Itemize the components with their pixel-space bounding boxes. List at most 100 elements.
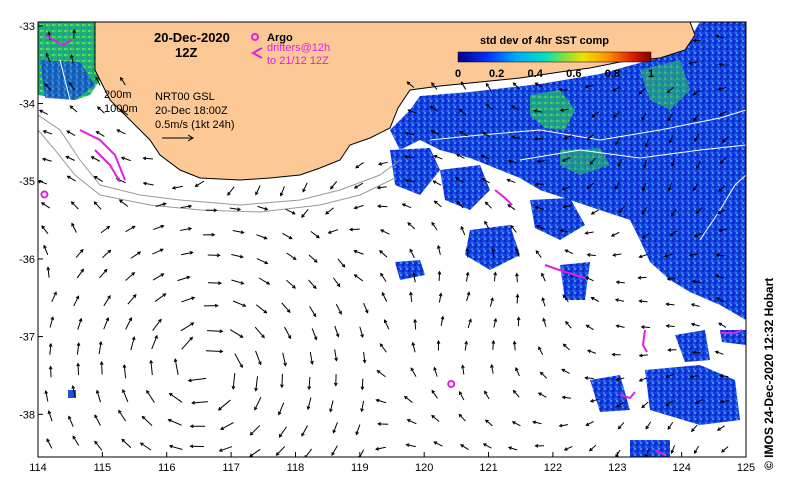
current-arrow-head [68,81,73,86]
isobath-label-1000m: 1000m [104,103,138,115]
drifter-7 [720,329,743,334]
current-arrow [512,136,521,140]
current-arrow [585,231,594,234]
current-arrow [467,319,472,329]
current-arrow [337,258,346,268]
current-arrow-head [40,202,45,206]
current-arrow-head [310,360,314,365]
current-arrow [437,245,441,255]
current-arrow-head [266,281,271,285]
current-arrow [334,349,337,361]
current-arrow-head [688,61,693,65]
current-arrow-head [187,378,192,383]
current-arrow [717,425,725,431]
current-arrow [76,343,80,355]
current-arrow [46,53,51,62]
current-arrow-head [360,408,364,413]
scale-arrow-head [187,134,194,142]
current-arrow-head [301,214,305,218]
current-arrow [77,318,82,330]
sst-patch-4 [465,225,520,270]
current-arrow [591,111,600,118]
sst-patch-7 [675,330,710,362]
current-arrow-head [586,185,591,190]
sst-patch-5 [395,260,425,280]
current-arrow [361,400,365,412]
current-arrow-head [691,279,696,284]
current-arrow-head [612,253,617,257]
current-arrow-head [94,440,98,445]
y-tick-label: -33 [19,21,35,33]
current-arrow-head [407,222,412,226]
current-arrow-head [668,139,673,144]
current-arrow-head [721,139,726,143]
current-arrow-head [538,346,542,351]
current-arrow-head [614,298,619,302]
current-arrow [440,316,444,326]
current-arrow-head [70,54,74,59]
current-arrow-head [46,266,51,271]
current-arrow-head [638,90,643,95]
current-arrow-head [121,438,126,443]
current-arrow [433,367,438,377]
current-arrow [330,181,338,190]
sst-patch-12 [68,390,76,398]
current-arrow-head [561,368,566,373]
current-arrow-head [377,422,382,426]
current-arrow [586,420,594,426]
current-arrow-head [431,414,435,419]
current-arrow-head [539,371,544,376]
current-arrow-head [484,201,489,206]
current-arrow [41,202,51,209]
current-arrow-head [436,339,441,344]
colorbar-tick-label: 1 [648,68,654,80]
current-arrow [255,376,258,391]
current-arrow-head [189,336,194,341]
current-arrow-head [485,82,490,87]
x-tick-label: 125 [737,462,755,474]
current-arrow [231,279,244,285]
current-arrow [515,367,520,377]
current-arrow [256,234,267,240]
x-tick-label: 117 [222,462,240,474]
current-arrow-head [562,294,567,299]
current-arrow [95,77,101,86]
current-arrow [431,222,438,231]
current-arrow-head [380,272,384,277]
current-arrow [481,154,490,160]
current-arrow-head [131,225,136,230]
current-arrow-head [466,291,471,296]
current-arrow [561,368,570,374]
current-arrow-head [718,228,723,232]
current-arrow [540,371,548,379]
current-arrow-head [615,280,620,285]
current-arrow-head [403,154,408,159]
current-arrow-head [507,446,512,450]
current-arrow-head [533,137,538,141]
current-arrow [586,324,594,331]
current-arrow [39,109,48,115]
current-arrow [587,254,596,257]
current-arrow [483,443,492,449]
current-arrow [541,273,546,282]
current-arrow-head [692,187,697,192]
current-arrow-head [715,34,720,39]
current-arrow-head [692,38,697,43]
current-arrow [354,250,364,255]
current-arrow-head [640,325,645,329]
current-arrow [192,401,208,404]
current-arrow [103,295,111,307]
current-arrow-head [715,253,720,257]
sst-patch-6 [560,262,590,300]
current-arrow [407,222,416,230]
current-arrow-head [216,253,221,258]
current-arrow [309,351,313,365]
current-arrow [412,342,416,353]
current-arrow [96,390,102,403]
current-arrow-head [507,159,512,164]
current-arrow-head [47,30,52,35]
current-arrow [361,378,364,390]
current-arrow-head [460,444,464,448]
current-arrow [693,39,702,42]
